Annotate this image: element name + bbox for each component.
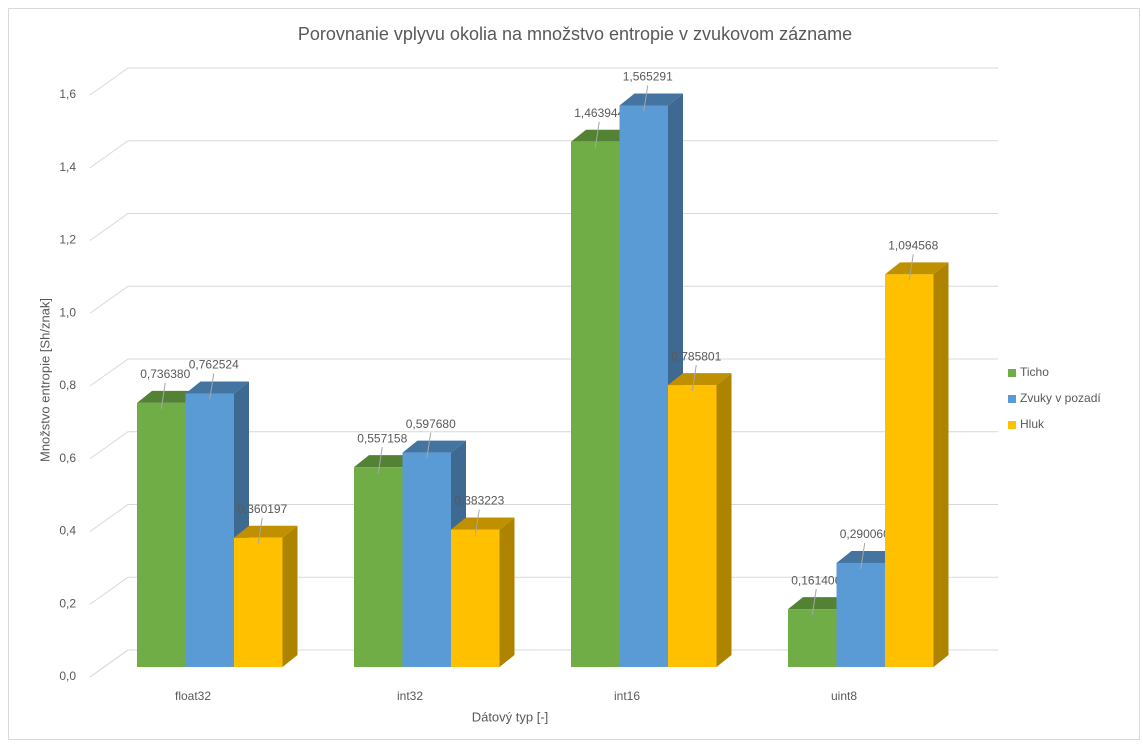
- legend-swatch: [1008, 369, 1016, 377]
- value-label: 1,094568: [888, 238, 938, 252]
- bar-top: [788, 597, 852, 610]
- x-tick-label: uint8: [831, 689, 857, 703]
- leader-line: [474, 509, 480, 536]
- bar-top: [185, 381, 249, 394]
- leader-line: [209, 373, 215, 400]
- legend-label: Hluk: [1020, 417, 1045, 431]
- y-tick-label: 0,0: [59, 669, 76, 683]
- leader-line: [860, 542, 866, 570]
- leader-line: [908, 254, 914, 281]
- value-label: 0,383223: [454, 494, 504, 508]
- value-label: 1,463944: [574, 106, 624, 120]
- bar-top: [137, 390, 201, 403]
- legend-label: Ticho: [1020, 365, 1049, 379]
- y-tick-label: 1,0: [59, 305, 76, 319]
- legend-swatch: [1008, 395, 1016, 403]
- bar: [571, 141, 620, 668]
- y-tick-label: 1,4: [59, 160, 76, 174]
- value-label: 1,565291: [623, 70, 673, 84]
- legend-label: Zvuky v pozadí: [1020, 391, 1101, 405]
- bar: [185, 393, 234, 667]
- leader-line: [426, 432, 432, 459]
- bar-top: [668, 373, 732, 386]
- bar: [234, 537, 283, 667]
- bar-side: [716, 373, 732, 667]
- value-label: 0,557158: [357, 431, 407, 445]
- leader-line: [811, 589, 817, 616]
- y-tick-label: 0,8: [59, 378, 76, 392]
- leader-line: [377, 447, 383, 474]
- bar: [619, 105, 668, 668]
- bar: [137, 402, 186, 667]
- leader-line: [643, 85, 649, 112]
- grid-line: [89, 285, 998, 314]
- bar-top: [571, 129, 635, 142]
- y-tick-label: 1,2: [59, 233, 76, 247]
- y-tick-label: 0,4: [59, 524, 76, 538]
- grid-line: [89, 67, 998, 96]
- value-label: 0,785801: [671, 349, 721, 363]
- x-tick-label: int16: [614, 689, 640, 703]
- chart-title: Porovnanie vplyvu okolia na množstvo ent…: [298, 24, 852, 44]
- value-label: 0,736380: [140, 367, 190, 381]
- value-label: 0,161406: [791, 573, 841, 587]
- y-axis-title: Množstvo entropie [Sh/znak]: [37, 298, 52, 462]
- bar-side: [933, 262, 949, 667]
- leader-line: [691, 365, 697, 392]
- bar: [354, 467, 403, 667]
- bar-top: [451, 517, 515, 530]
- bar: [885, 274, 934, 667]
- bar-top: [619, 93, 683, 106]
- grid-line: [89, 358, 998, 387]
- leader-line: [594, 121, 600, 148]
- y-tick-label: 0,2: [59, 596, 76, 610]
- bar-side: [499, 517, 515, 667]
- bar-top: [885, 262, 949, 275]
- value-label: 0,360197: [237, 502, 287, 516]
- bar-top: [836, 550, 900, 563]
- grid-line: [89, 213, 998, 241]
- bar: [836, 562, 885, 667]
- bar: [451, 529, 500, 667]
- bar-top: [402, 440, 466, 453]
- leader-line: [160, 382, 166, 409]
- bar-side: [282, 525, 298, 667]
- y-tick-label: 0,6: [59, 451, 76, 465]
- bar-top: [354, 455, 418, 468]
- y-tick-label: 1,6: [59, 87, 76, 101]
- bar-top: [234, 525, 298, 538]
- x-tick-label: float32: [175, 689, 211, 703]
- x-axis-title: Dátový typ [-]: [472, 709, 549, 724]
- value-label: 0,762524: [189, 358, 239, 372]
- bar: [668, 385, 717, 667]
- legend-swatch: [1008, 421, 1016, 429]
- value-label: 0,290060: [840, 527, 890, 541]
- x-tick-label: int32: [397, 689, 423, 703]
- leader-line: [257, 517, 263, 544]
- value-label: 0,597680: [406, 417, 456, 431]
- grid-line: [89, 140, 998, 169]
- bar: [402, 452, 451, 667]
- bar: [788, 609, 837, 667]
